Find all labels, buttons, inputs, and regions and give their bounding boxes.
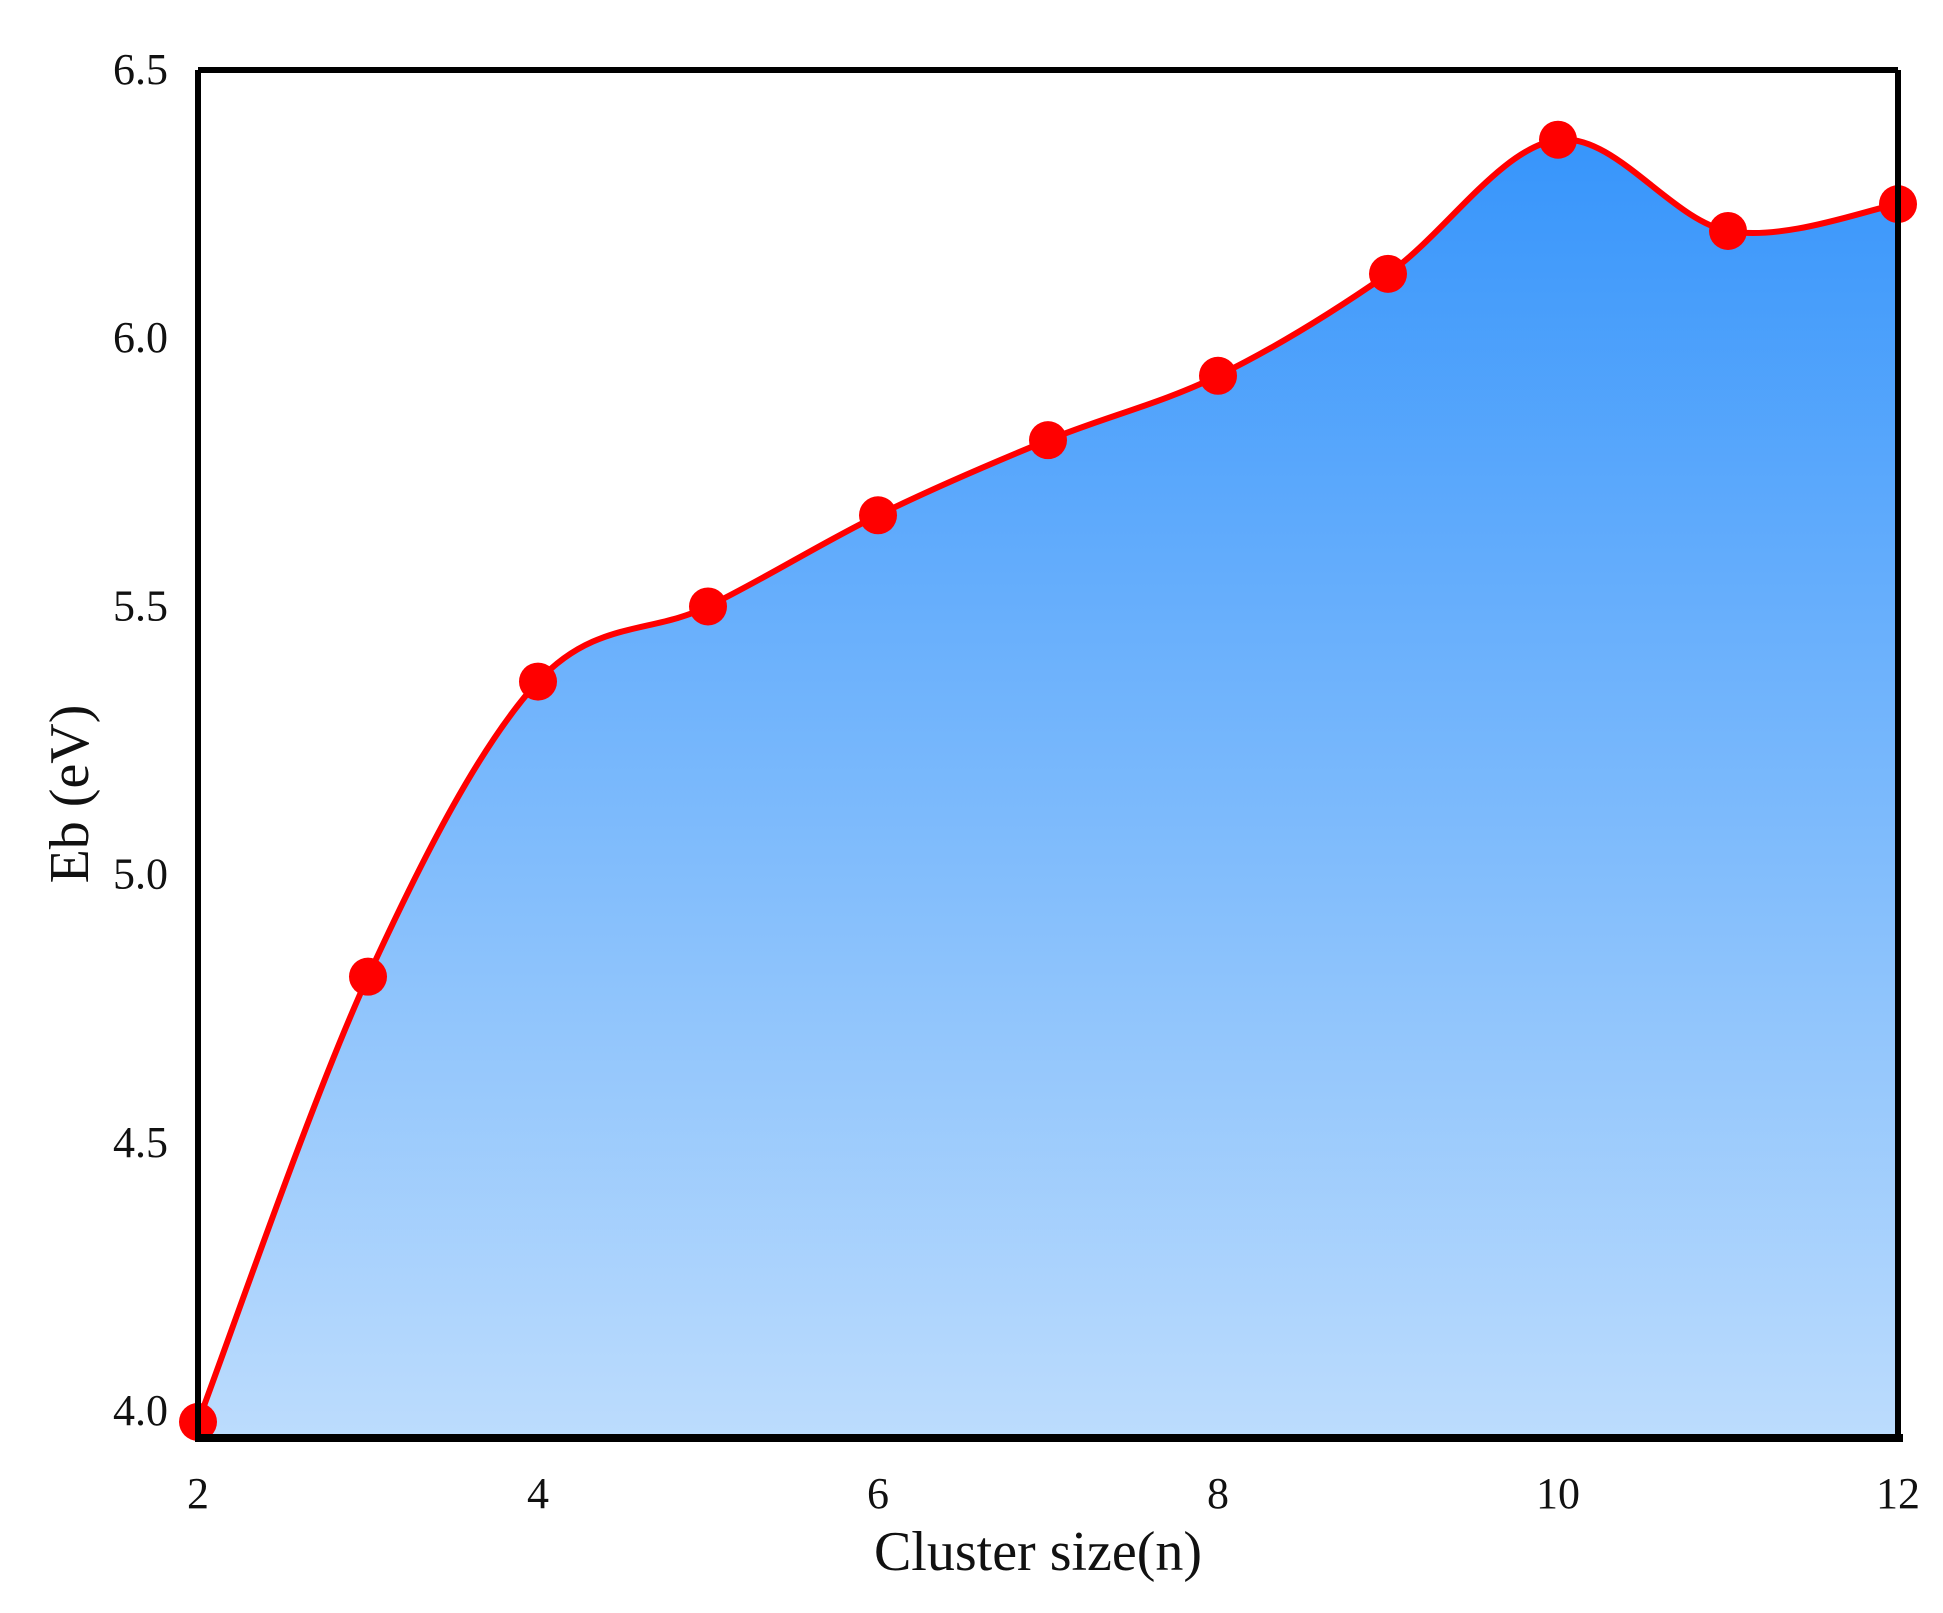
- data-point-n-11: [1709, 211, 1747, 250]
- x-tick-label: 8: [1207, 1469, 1229, 1518]
- y-tick-label: 4.5: [113, 1118, 168, 1167]
- data-point-n-7: [1029, 421, 1067, 460]
- x-tick-label: 2: [187, 1469, 209, 1518]
- y-tick-label: 5.5: [113, 581, 168, 630]
- x-tick-label: 4: [527, 1469, 549, 1518]
- x-axis-title: Cluster size(n): [874, 1521, 1202, 1583]
- data-point-n-9: [1369, 254, 1407, 293]
- y-tick-label: 6.5: [113, 45, 168, 94]
- data-point-n-3: [349, 957, 387, 996]
- y-tick-label: 6.0: [113, 313, 168, 362]
- y-tick-label: 4.0: [113, 1386, 168, 1435]
- data-point-n-10: [1539, 120, 1577, 159]
- data-point-n-4: [519, 662, 557, 701]
- data-point-n-6: [859, 496, 897, 535]
- x-tick-label: 12: [1876, 1469, 1920, 1518]
- data-point-n-8: [1199, 356, 1237, 395]
- area-fill: [198, 139, 1898, 1439]
- y-axis-title: Eb (eV): [39, 705, 101, 884]
- data-point-n-5: [689, 587, 727, 626]
- series-line: [195, 136, 1901, 1425]
- x-tick-label: 6: [867, 1469, 889, 1518]
- x-tick-label: 10: [1536, 1469, 1580, 1518]
- y-tick-label: 5.0: [113, 850, 168, 899]
